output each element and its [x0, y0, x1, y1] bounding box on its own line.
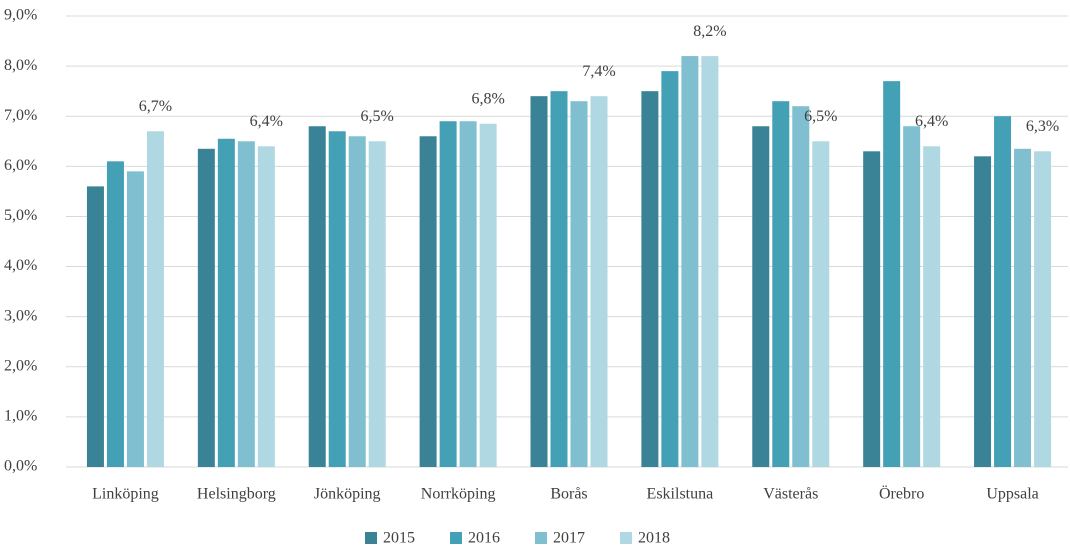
bar: [328, 131, 346, 467]
bar: [237, 141, 255, 467]
legend-swatch: [620, 532, 632, 544]
bar: [419, 136, 437, 467]
data-label: 8,2%: [693, 23, 726, 40]
bar: [590, 96, 608, 467]
data-label: 6,8%: [471, 90, 504, 107]
bar: [974, 156, 992, 468]
bar: [197, 148, 215, 468]
bar: [681, 56, 699, 467]
x-tick-label: Eskilstuna: [647, 486, 714, 503]
y-tick-label: 2,0%: [4, 357, 37, 374]
bar: [903, 126, 921, 467]
bar: [439, 121, 457, 467]
x-tick-label: Linköping: [92, 486, 159, 503]
bar: [530, 96, 548, 467]
legend-label: 2017: [553, 530, 585, 547]
bar: [106, 161, 124, 468]
y-tick-label: 4,0%: [4, 257, 37, 274]
bar: [792, 106, 810, 467]
data-label: 6,7%: [139, 98, 172, 115]
y-tick-label: 8,0%: [4, 57, 37, 74]
data-label: 6,4%: [915, 113, 948, 130]
y-tick-label: 1,0%: [4, 408, 37, 425]
data-label: 6,5%: [361, 108, 394, 125]
x-tick-label: Uppsala: [986, 486, 1038, 503]
bar: [701, 56, 719, 467]
bar: [126, 171, 144, 467]
x-tick-label: Borås: [550, 486, 587, 503]
data-label: 7,4%: [582, 63, 615, 80]
data-label: 6,5%: [804, 108, 837, 125]
bar: [812, 141, 830, 467]
x-tick-label: Helsingborg: [197, 486, 276, 503]
x-tick-label: Norrköping: [421, 486, 496, 503]
bar: [479, 123, 497, 467]
y-tick-label: 6,0%: [4, 157, 37, 174]
y-tick-label: 3,0%: [4, 307, 37, 324]
legend-swatch: [365, 532, 377, 544]
bar: [752, 126, 770, 467]
bar: [217, 138, 235, 467]
bar: [923, 146, 941, 468]
bar: [308, 126, 326, 467]
bar: [348, 136, 366, 467]
bar: [570, 101, 588, 467]
data-label: 6,3%: [1026, 118, 1059, 135]
bar: [772, 101, 790, 467]
y-tick-label: 9,0%: [4, 7, 37, 24]
legend-label: 2016: [468, 530, 500, 547]
legend-swatch: [535, 532, 547, 544]
bar: [661, 71, 679, 467]
bar: [459, 121, 477, 467]
x-tick-label: Örebro: [879, 485, 924, 503]
bar: [257, 146, 275, 468]
bar: [1014, 148, 1032, 468]
bar: [883, 81, 901, 468]
y-tick-label: 5,0%: [4, 207, 37, 224]
data-label: 6,4%: [250, 113, 283, 130]
bar: [550, 91, 568, 468]
y-tick-label: 7,0%: [4, 107, 37, 124]
bar: [368, 141, 386, 467]
bar: [1034, 151, 1052, 468]
bar: [641, 91, 659, 468]
bar: [146, 131, 164, 467]
x-tick-label: Jönköping: [314, 486, 381, 503]
bar: [863, 151, 881, 468]
legend-swatch: [450, 532, 462, 544]
x-tick-label: Västerås: [763, 486, 818, 503]
legend-label: 2015: [383, 530, 415, 547]
y-tick-label: 0,0%: [4, 458, 37, 475]
bar: [86, 186, 104, 467]
legend-label: 2018: [638, 530, 670, 547]
bar: [994, 116, 1012, 467]
